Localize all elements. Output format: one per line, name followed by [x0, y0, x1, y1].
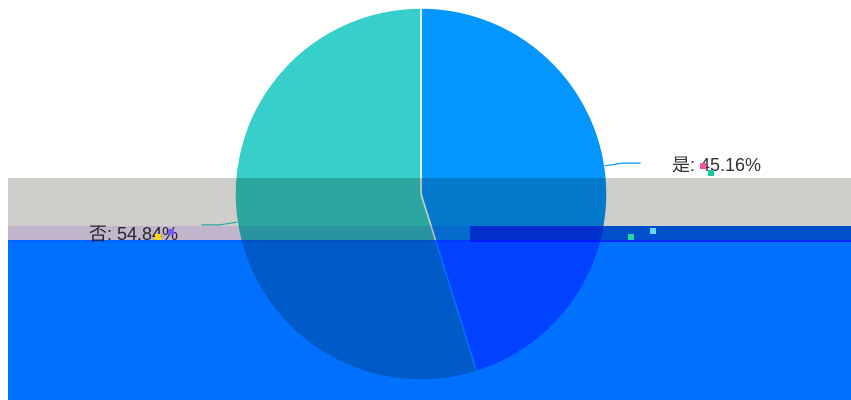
leader-line-no: [201, 221, 238, 226]
data-label-yes: 是: 45.16%: [672, 155, 761, 175]
data-label-no: 否: 54.84%: [89, 224, 178, 244]
leader-line-yes: [604, 162, 641, 167]
